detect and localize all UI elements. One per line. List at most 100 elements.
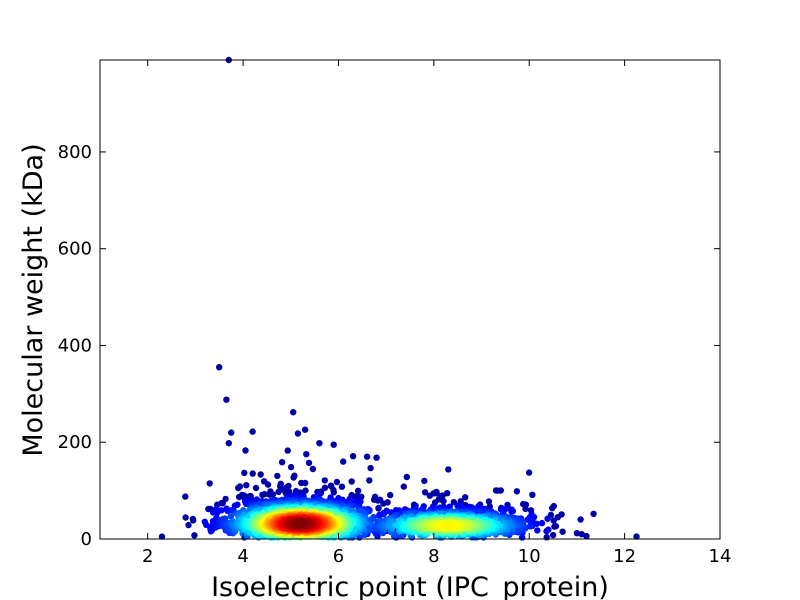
data-point (302, 479, 309, 487)
data-point (508, 508, 515, 515)
data-point (524, 516, 531, 523)
plot-frame (99, 59, 721, 540)
data-point (259, 491, 266, 498)
data-point (333, 478, 341, 486)
x-axis-label: Isoelectric point (IPC_protein) (211, 572, 609, 600)
data-point (330, 489, 337, 496)
x-tick-label: 6 (333, 546, 344, 567)
data-point (252, 484, 260, 492)
data-point (278, 459, 286, 466)
data-point (348, 478, 355, 485)
data-point (534, 527, 541, 534)
y-tick-label: 400 (58, 335, 92, 356)
data-point (219, 500, 226, 507)
data-point (305, 459, 313, 467)
data-point (295, 520, 303, 527)
data-point (246, 493, 253, 500)
y-axis: 0 200 400 600 800 (58, 142, 720, 550)
data-point (550, 517, 557, 524)
data-point (421, 477, 428, 485)
x-tick-label: 4 (237, 546, 248, 567)
data-point (545, 526, 552, 533)
data-point (301, 426, 309, 433)
data-point (421, 489, 429, 496)
data-point (380, 500, 387, 507)
data-point (223, 396, 230, 403)
data-point (216, 364, 223, 371)
data-point (590, 510, 597, 517)
data-point (309, 465, 317, 473)
x-tick-label: 8 (428, 546, 439, 567)
x-tick-label: 12 (613, 546, 636, 567)
data-point (284, 447, 291, 454)
data-point (316, 440, 323, 447)
data-point (249, 470, 256, 477)
data-point (349, 453, 357, 460)
data-point (543, 534, 550, 541)
data-point (578, 531, 585, 538)
data-point (242, 447, 249, 454)
data-point (400, 483, 407, 490)
data-point (444, 522, 451, 529)
data-point (243, 482, 250, 489)
data-point (485, 498, 493, 505)
data-point (551, 523, 558, 530)
data-point (231, 502, 239, 509)
data-point (235, 493, 243, 501)
data-point (573, 530, 581, 537)
y-tick-label: 800 (58, 142, 92, 163)
data-point (182, 493, 189, 500)
data-point (158, 533, 166, 540)
data-point (374, 497, 382, 504)
data-point (321, 484, 329, 491)
data-point (558, 511, 565, 518)
data-point (241, 469, 248, 477)
data-point (227, 513, 234, 520)
data-point (366, 477, 373, 484)
data-point (403, 473, 410, 481)
data-point (330, 441, 337, 448)
data-point (559, 528, 566, 535)
y-axis-label: Molecular weight (kDa) (18, 143, 49, 456)
data-point (445, 466, 452, 473)
data-point (430, 490, 437, 497)
data-point (274, 472, 281, 480)
x-tick-label: 2 (142, 546, 153, 567)
data-point (486, 503, 493, 510)
data-point (338, 483, 346, 490)
data-point (185, 521, 192, 529)
data-point (583, 532, 590, 540)
data-point (213, 509, 221, 517)
data-point (269, 491, 277, 498)
data-point (287, 463, 295, 471)
data-point (302, 487, 309, 494)
data-point (275, 488, 282, 495)
data-point (577, 516, 584, 523)
data-point (354, 487, 362, 494)
y-tick-label: 600 (58, 239, 92, 260)
data-point (494, 487, 501, 494)
data-point (290, 474, 297, 481)
data-point (203, 521, 210, 529)
y-tick-label: 200 (58, 432, 92, 453)
data-point (529, 491, 536, 498)
data-point (249, 428, 256, 435)
data-point (462, 494, 469, 501)
data-point (522, 505, 529, 513)
data-point (513, 488, 521, 495)
x-tick-label: 14 (709, 546, 732, 567)
data-point (225, 440, 232, 447)
data-point (525, 469, 533, 476)
data-point (290, 409, 297, 416)
data-point (294, 430, 302, 437)
data-point (373, 454, 380, 461)
data-point (538, 519, 546, 527)
data-point (549, 505, 556, 512)
data-point (375, 505, 382, 512)
data-point (544, 515, 551, 522)
data-point (363, 453, 371, 460)
data-point (376, 512, 383, 519)
data-point (303, 451, 310, 458)
data-points (158, 56, 640, 541)
